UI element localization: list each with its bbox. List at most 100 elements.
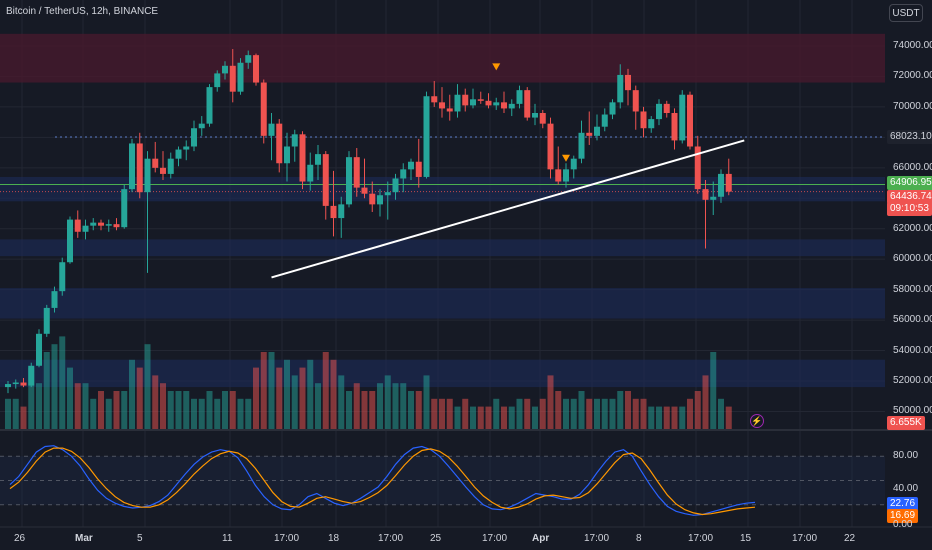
- candle[interactable]: [648, 116, 655, 133]
- candle[interactable]: [284, 132, 290, 182]
- candle[interactable]: [121, 184, 128, 229]
- candle[interactable]: [439, 87, 445, 118]
- candle[interactable]: [105, 219, 112, 232]
- candle[interactable]: [400, 163, 407, 193]
- candle[interactable]: [563, 163, 569, 188]
- candle[interactable]: [718, 169, 724, 203]
- candle[interactable]: [710, 181, 717, 216]
- candle[interactable]: [369, 181, 376, 212]
- currency-button[interactable]: USDT: [889, 4, 923, 22]
- candle[interactable]: [291, 129, 298, 162]
- candle[interactable]: [144, 151, 151, 273]
- candle[interactable]: [28, 362, 35, 388]
- candle[interactable]: [222, 61, 228, 80]
- candle[interactable]: [253, 53, 259, 86]
- candle[interactable]: [384, 181, 391, 220]
- stoch-k-line[interactable]: [9, 445, 756, 516]
- candle[interactable]: [470, 88, 476, 109]
- candle[interactable]: [601, 108, 608, 132]
- candle[interactable]: [423, 91, 430, 179]
- candle[interactable]: [508, 99, 515, 117]
- candle[interactable]: [377, 189, 383, 217]
- candle[interactable]: [547, 117, 554, 179]
- candle[interactable]: [679, 90, 686, 144]
- candle[interactable]: [67, 216, 73, 264]
- candle[interactable]: [43, 304, 50, 337]
- candle[interactable]: [609, 99, 616, 120]
- candle[interactable]: [214, 70, 221, 92]
- candle[interactable]: [322, 151, 329, 220]
- candle[interactable]: [59, 257, 66, 296]
- candle[interactable]: [330, 170, 337, 237]
- candle[interactable]: [268, 113, 275, 161]
- candle[interactable]: [5, 381, 11, 394]
- candle[interactable]: [74, 210, 81, 238]
- candle[interactable]: [663, 100, 670, 118]
- candle[interactable]: [625, 68, 631, 106]
- candle[interactable]: [353, 148, 360, 197]
- candle[interactable]: [338, 196, 345, 238]
- candle[interactable]: [632, 85, 639, 130]
- candle[interactable]: [454, 84, 461, 118]
- candle[interactable]: [617, 64, 624, 109]
- candle[interactable]: [346, 151, 352, 208]
- candle[interactable]: [175, 146, 182, 167]
- candle[interactable]: [167, 152, 174, 179]
- candle[interactable]: [702, 180, 709, 249]
- candle[interactable]: [82, 219, 89, 240]
- candle[interactable]: [725, 158, 732, 196]
- stoch-d-line[interactable]: [9, 447, 756, 516]
- candle[interactable]: [198, 116, 205, 136]
- lightning-icon[interactable]: ⚡: [750, 414, 764, 428]
- candle[interactable]: [524, 87, 531, 121]
- candle[interactable]: [129, 138, 135, 193]
- trendline-segment[interactable]: [271, 139, 745, 279]
- candle[interactable]: [299, 131, 306, 190]
- candle[interactable]: [152, 141, 159, 173]
- candle[interactable]: [477, 91, 484, 104]
- candle[interactable]: [276, 119, 283, 173]
- candle[interactable]: [36, 329, 42, 368]
- candle[interactable]: [160, 151, 166, 180]
- candle[interactable]: [415, 138, 422, 188]
- candle[interactable]: [687, 91, 693, 150]
- candlesticks[interactable]: [5, 49, 732, 394]
- candle[interactable]: [408, 158, 414, 180]
- candle[interactable]: [191, 120, 197, 152]
- candle[interactable]: [51, 286, 58, 313]
- candle[interactable]: [501, 91, 507, 113]
- candle[interactable]: [656, 99, 662, 126]
- candle[interactable]: [229, 49, 236, 103]
- candle[interactable]: [586, 111, 593, 145]
- candle[interactable]: [136, 132, 143, 199]
- candle[interactable]: [245, 50, 252, 69]
- candle[interactable]: [640, 106, 647, 138]
- candle[interactable]: [578, 120, 585, 164]
- trendline[interactable]: [271, 139, 745, 279]
- candle[interactable]: [361, 158, 368, 199]
- candle[interactable]: [671, 108, 678, 150]
- candle[interactable]: [307, 152, 314, 191]
- candle[interactable]: [694, 135, 701, 194]
- candle[interactable]: [113, 218, 120, 231]
- candle[interactable]: [315, 144, 321, 180]
- candle[interactable]: [516, 85, 523, 109]
- candle[interactable]: [462, 88, 469, 112]
- candle[interactable]: [20, 377, 27, 388]
- candle[interactable]: [532, 103, 538, 126]
- candle[interactable]: [594, 114, 600, 141]
- candle[interactable]: [392, 173, 399, 200]
- candle[interactable]: [570, 155, 577, 179]
- candle[interactable]: [98, 219, 104, 231]
- candle[interactable]: [485, 93, 492, 109]
- candle[interactable]: [206, 84, 213, 127]
- candle[interactable]: [260, 79, 267, 144]
- candle[interactable]: [555, 146, 562, 185]
- candle[interactable]: [431, 81, 438, 107]
- candle[interactable]: [237, 58, 244, 95]
- candle[interactable]: [90, 218, 97, 231]
- candle[interactable]: [446, 94, 453, 121]
- stochastic-oscillator[interactable]: [0, 445, 885, 516]
- candle[interactable]: [493, 97, 500, 110]
